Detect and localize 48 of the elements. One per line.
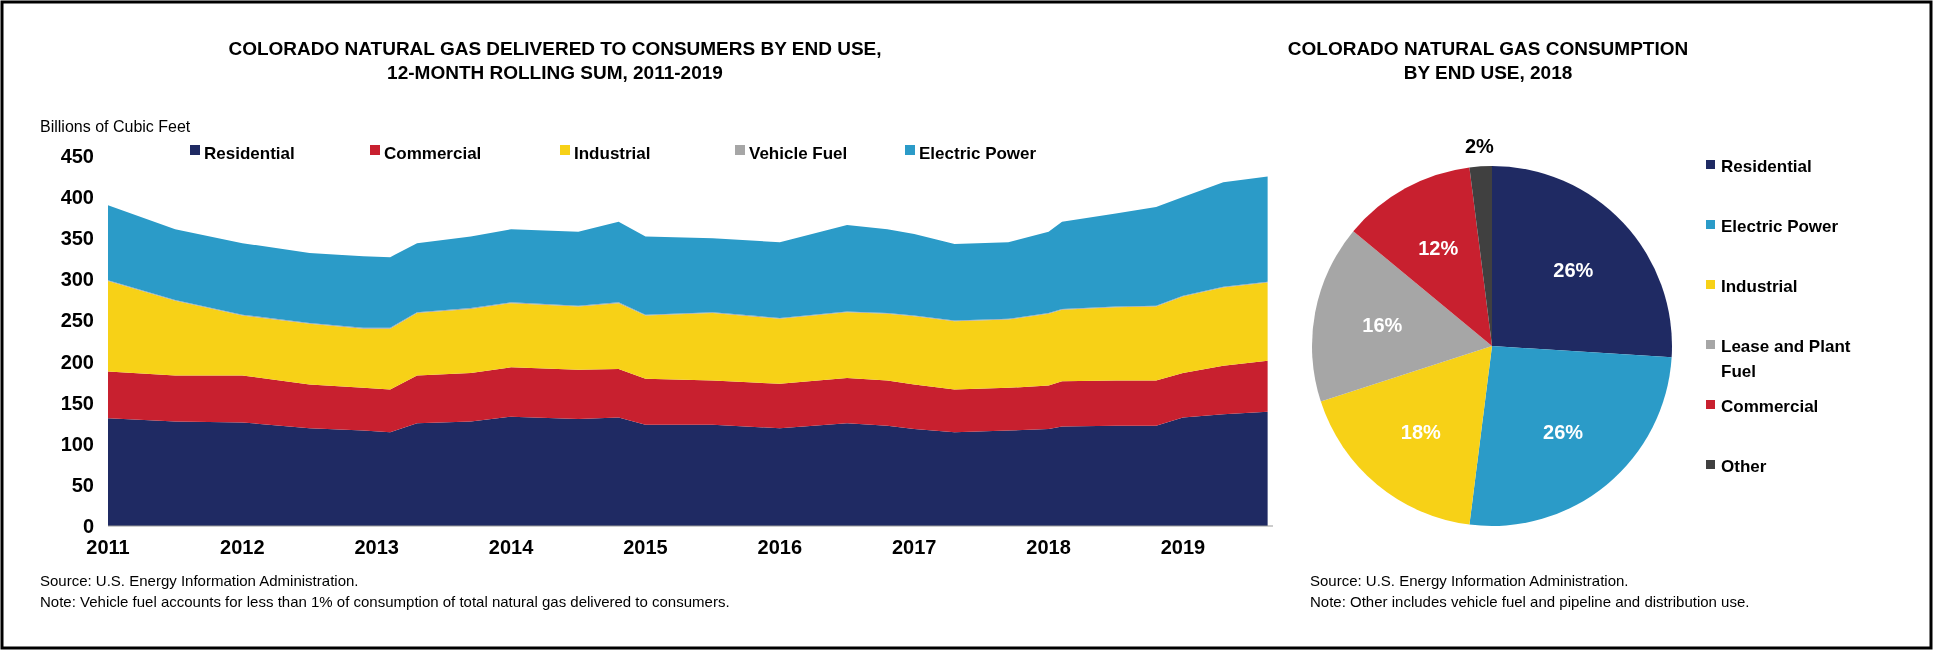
- y-tick-label: 100: [60, 432, 94, 455]
- x-tick-label: 2015: [623, 536, 668, 558]
- legend-label: Electric Power: [919, 143, 1037, 163]
- data-label: 2%: [1464, 135, 1495, 158]
- data-label: 18%: [1400, 420, 1442, 443]
- y-tick-label: 400: [60, 186, 94, 209]
- x-tick-label: 2016: [757, 536, 803, 558]
- x-tick-label: 2012: [220, 536, 265, 558]
- legend-label: Commercial: [1721, 396, 1819, 416]
- data-label: 16%: [1362, 314, 1403, 337]
- data-label: 12%: [1418, 237, 1459, 260]
- y-tick-label: 450: [60, 145, 94, 167]
- pie-slice: [1312, 231, 1492, 402]
- y-tick-label: 150: [60, 391, 94, 414]
- y-tick-label: 0: [82, 515, 94, 537]
- y-tick-label: 300: [60, 268, 94, 291]
- pie-slice: [1353, 167, 1492, 346]
- x-tick-label: 2018: [1026, 536, 1071, 558]
- x-tick-label: 2017: [891, 536, 937, 558]
- legend-label: Other: [1721, 456, 1767, 476]
- legend-label: Residential: [204, 143, 295, 163]
- text: Note: Other includes vehicle fuel and pipeline and distribution use.: [1310, 593, 1750, 610]
- data-label: 26%: [1543, 420, 1584, 443]
- source-note: Source: U.S. Energy Information Administration.: [40, 572, 359, 589]
- legend-label: Vehicle Fuel: [749, 143, 848, 163]
- y-tick-label: 200: [60, 350, 94, 373]
- pie-slice: [1320, 346, 1492, 525]
- y-axis-title: Billions of Cubic Feet: [40, 118, 191, 135]
- x-tick-label: 2013: [354, 536, 399, 558]
- pie-slice: [1492, 166, 1672, 358]
- x-tick-label: 2011: [86, 536, 130, 558]
- chart-title: COLORADO NATURAL GAS CONSUMPTION BY END USE, 2018: [1287, 38, 1689, 83]
- legend-label: Commercial: [384, 143, 482, 163]
- y-tick-label: 50: [71, 473, 94, 496]
- x-tick-label: 2014: [488, 536, 535, 558]
- y-tick-label: 350: [60, 227, 94, 250]
- legend-label: Industrial: [1721, 276, 1798, 296]
- pie-slice: [1469, 346, 1672, 526]
- x-tick-label: 2019: [1160, 536, 1206, 558]
- chart-title: COLORADO NATURAL GAS DELIVERED TO CONSUMERS BY END USE, 12-MONTH ROLLING SUM, 2011-2019: [228, 38, 882, 83]
- data-label: 26%: [1553, 258, 1594, 281]
- legend-label: Lease and Plant Fuel: [1721, 336, 1851, 381]
- legend-label: Industrial: [574, 143, 651, 163]
- source-note: Source: U.S. Energy Information Administration.: [1310, 572, 1629, 589]
- text: Note: Vehicle fuel accounts for less than 1% of consumption of total natural gas delivered to consumers.: [40, 593, 730, 610]
- legend-label: Electric Power: [1721, 216, 1839, 236]
- legend-label: Residential: [1721, 156, 1812, 176]
- y-tick-label: 250: [60, 309, 94, 332]
